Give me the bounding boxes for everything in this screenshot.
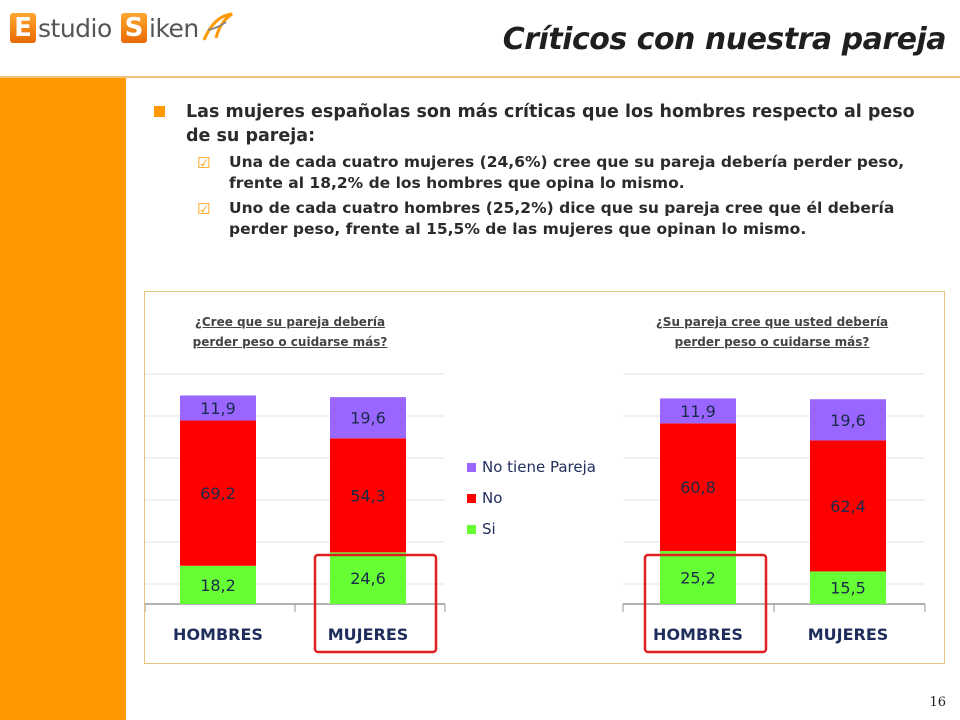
sub-bullet: ☑ Una de cada cuatro mujeres (24,6%) cre… <box>197 152 934 194</box>
highlight-box <box>313 553 438 654</box>
legend-swatch <box>467 463 476 472</box>
legend-label: No <box>482 489 502 507</box>
header-divider <box>0 76 960 78</box>
chart-2-title: ¿Su pareja cree que usted debería perder… <box>642 312 902 352</box>
bar-segment-no-tiene-pareja <box>330 397 406 439</box>
bar-segment-si <box>810 571 886 604</box>
sub-bullet-text: Una de cada cuatro mujeres (24,6%) cree … <box>229 153 905 192</box>
logo-swoosh-icon <box>202 12 233 41</box>
main-bullet: Las mujeres españolas son más críticas q… <box>154 100 934 148</box>
data-label: 69,2 <box>200 484 236 503</box>
chart-2-title-line: perder peso o cuidarse más? <box>674 335 870 349</box>
stacked-bar-charts: 18,2 69,2 11,9 HOMBRES 24,6 54,3 19,6 MUJERES 25… <box>145 373 926 654</box>
logo-letter-box: E <box>10 13 36 43</box>
data-label: 19,6 <box>830 411 866 430</box>
bullet-list: Las mujeres españolas son más críticas q… <box>154 100 934 240</box>
estudio-siken-logo: E studio S iken <box>10 8 240 48</box>
chart-2-title-line: ¿Su pareja cree que usted debería <box>655 315 889 329</box>
orange-sidebar <box>0 78 126 720</box>
sub-bullet-text: Uno de cada cuatro hombres (25,2%) dice … <box>229 199 895 238</box>
bar-segment-no <box>180 420 256 566</box>
page-number: 16 <box>929 695 946 710</box>
category-label: HOMBRES <box>653 625 743 644</box>
checkbox-bullet-icon: ☑ <box>197 200 211 218</box>
bar-segment-no <box>660 423 736 552</box>
checkbox-bullet-icon: ☑ <box>197 154 211 172</box>
legend-label: Si <box>482 520 496 538</box>
data-label: 11,9 <box>680 402 716 421</box>
logo-word: iken <box>149 14 199 43</box>
logo-letter-box: S <box>121 13 147 43</box>
data-label: 15,5 <box>830 579 866 598</box>
bar-segment-si <box>330 552 406 604</box>
bar-segment-no-tiene-pareja <box>180 395 256 421</box>
bar-segment-si <box>660 551 736 604</box>
category-label: HOMBRES <box>173 625 263 644</box>
slide-title: Críticos con nuestra pareja <box>502 22 947 57</box>
square-bullet-icon <box>154 106 165 117</box>
logo-word: studio <box>38 14 112 43</box>
data-label: 62,4 <box>830 497 866 516</box>
data-label: 24,6 <box>350 569 386 588</box>
bar-segment-no <box>330 438 406 553</box>
legend-swatch <box>467 494 476 503</box>
bar-segment-no <box>810 440 886 572</box>
data-label: 25,2 <box>680 569 716 588</box>
bar-segment-no-tiene-pareja <box>810 399 886 441</box>
category-label: MUJERES <box>808 625 889 644</box>
bar-segment-si <box>180 565 256 604</box>
highlight-box <box>643 553 768 654</box>
data-label: 60,8 <box>680 478 716 497</box>
chart-1-title-line: perder peso o cuidarse más? <box>192 335 388 349</box>
chart-1-title-line: ¿Cree que su pareja debería <box>194 315 386 329</box>
chart-panel: ¿Cree que su pareja debería perder peso … <box>144 291 945 664</box>
chart-1-title: ¿Cree que su pareja debería perder peso … <box>175 312 405 352</box>
category-label: MUJERES <box>328 625 409 644</box>
data-label: 54,3 <box>350 486 386 505</box>
main-bullet-text: Las mujeres españolas son más críticas q… <box>186 102 915 146</box>
data-label: 11,9 <box>200 399 236 418</box>
legend-label: No tiene Pareja <box>482 458 596 476</box>
sub-bullet: ☑ Uno de cada cuatro hombres (25,2%) dic… <box>197 198 934 240</box>
bar-segment-no-tiene-pareja <box>660 398 736 424</box>
legend-swatch <box>467 525 476 534</box>
data-label: 18,2 <box>200 576 236 595</box>
data-label: 19,6 <box>350 409 386 428</box>
